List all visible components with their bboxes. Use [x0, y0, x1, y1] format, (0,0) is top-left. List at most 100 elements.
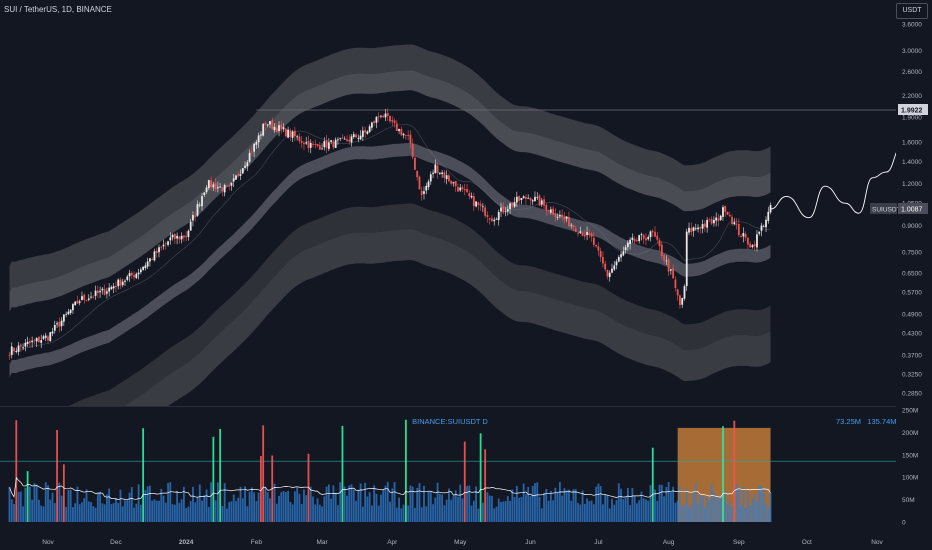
volume-bar — [493, 508, 496, 522]
volume-bar — [90, 501, 92, 522]
candle-body — [590, 233, 593, 237]
price-tick-label: 0.9000 — [902, 223, 922, 230]
candle-body — [228, 185, 231, 187]
candle-body — [547, 209, 550, 212]
volume-bar — [192, 486, 194, 522]
volume-bar — [651, 447, 654, 522]
volume-bar — [733, 420, 736, 522]
volume-bar — [359, 483, 362, 522]
candle-body — [189, 221, 192, 231]
volume-bar — [423, 485, 425, 522]
volume-bar — [389, 501, 391, 522]
candle-body — [647, 237, 650, 240]
candle-body — [599, 250, 602, 258]
volume-tick-label: 250M — [902, 408, 918, 415]
volume-bar — [713, 491, 715, 522]
volume-bar — [703, 508, 706, 522]
candle-body — [722, 207, 724, 217]
candle-body — [561, 214, 564, 218]
volume-bar — [207, 506, 210, 522]
candle-body — [115, 285, 117, 288]
volume-bar — [445, 499, 448, 522]
volume-bar — [681, 505, 684, 522]
time-tick-label: Apr — [387, 539, 398, 546]
volume-bar — [506, 496, 509, 522]
candle-body — [162, 244, 165, 247]
candle-body — [549, 209, 552, 213]
candle-body — [733, 222, 736, 225]
volume-bar — [484, 449, 487, 522]
volume-bar — [645, 499, 647, 522]
candle-body — [169, 237, 172, 241]
volume-bar — [672, 486, 675, 522]
candle-body — [608, 272, 611, 277]
volume-bar — [31, 499, 34, 522]
candle-body — [703, 223, 706, 227]
volume-bar — [629, 505, 632, 522]
volume-bar — [767, 507, 770, 522]
candle-body — [318, 145, 321, 150]
volume-bar — [577, 502, 579, 522]
candle-body — [416, 170, 419, 178]
time-tick-label: Nov — [42, 539, 54, 546]
volume-bar — [205, 489, 208, 522]
candle-body — [595, 244, 598, 247]
price-tick-label: 1.9000 — [902, 114, 922, 121]
time-tick-label: Sep — [733, 539, 745, 546]
candle-body — [638, 235, 641, 242]
candle-body — [624, 247, 627, 251]
candle-body — [491, 218, 493, 222]
volume-bar — [128, 492, 131, 522]
volume-bar — [565, 490, 568, 522]
volume-bar — [466, 486, 468, 522]
candle-body — [296, 136, 299, 138]
candle-body — [128, 273, 131, 277]
volume-bar — [749, 505, 752, 522]
candle-body — [380, 115, 382, 117]
chart-title: SUI / TetherUS, 1D, BINANCE — [4, 5, 112, 14]
candle-body — [552, 208, 555, 215]
volume-bar — [722, 426, 724, 522]
volume-tick-label: 50M — [902, 497, 915, 504]
volume-bar — [561, 495, 564, 522]
candle-body — [713, 219, 715, 224]
volume-bar — [341, 425, 344, 522]
candle-body — [221, 187, 224, 192]
volume-bar — [395, 507, 398, 522]
candle-body — [223, 185, 226, 193]
volume-readout-2: 135.74M — [867, 417, 897, 426]
candle-body — [407, 134, 410, 136]
candle-body — [642, 235, 645, 239]
volume-tick-label: 0 — [902, 520, 906, 527]
volume-bar — [28, 486, 31, 522]
volume-bar — [690, 504, 693, 522]
volume-bar — [669, 492, 672, 522]
volume-bar — [606, 495, 609, 522]
candle-body — [207, 180, 210, 189]
candle-body — [751, 245, 754, 248]
candle-body — [350, 136, 353, 143]
candle-body — [452, 182, 455, 184]
volume-bar — [352, 489, 355, 522]
volume-bar — [500, 502, 502, 522]
volume-bar — [536, 482, 539, 522]
volume-bar — [178, 502, 181, 522]
volume-bar — [377, 505, 380, 522]
volume-bar — [706, 495, 709, 522]
volume-bar — [450, 499, 453, 522]
time-tick-label: Oct — [802, 539, 812, 546]
candle-body — [194, 215, 197, 217]
candle-body — [158, 247, 160, 253]
volume-bar — [429, 490, 432, 522]
candle-body — [558, 215, 561, 217]
candle-body — [735, 223, 738, 225]
volume-bar — [380, 494, 382, 522]
candle-body — [361, 130, 364, 137]
candle-body — [529, 198, 532, 201]
last-price-label: 1.0087 — [901, 207, 923, 214]
candle-body — [257, 135, 260, 143]
candle-body — [762, 226, 765, 228]
candle-body — [611, 268, 613, 273]
currency-selector[interactable]: USDT — [896, 3, 928, 19]
